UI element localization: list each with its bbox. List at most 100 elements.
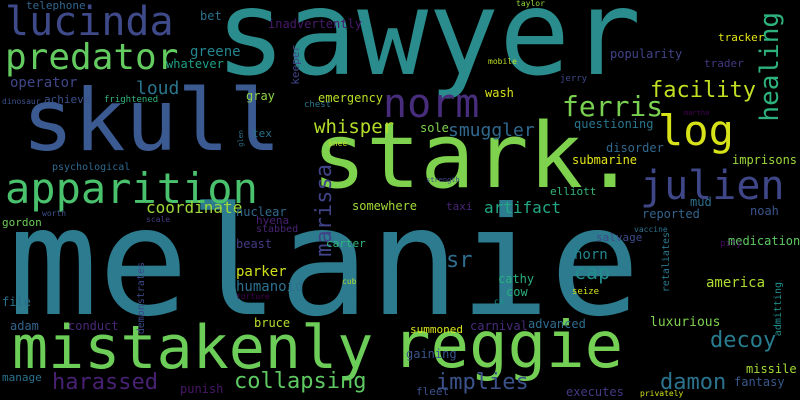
word-apparition: apparition — [5, 164, 258, 213]
word-cow: cow — [506, 285, 528, 299]
word-sawyer: sawyer — [215, 0, 642, 102]
word-whatever: whatever — [166, 57, 224, 71]
word-file: file — [2, 295, 31, 309]
word-cathy: cathy — [498, 272, 535, 286]
word-martha: martha — [684, 109, 710, 117]
word-wash: wash — [485, 86, 514, 100]
word-frightened: frightened — [104, 95, 159, 105]
word-psychological: psychological — [52, 162, 131, 173]
word-knee: knee — [328, 139, 348, 148]
word-medication: medication — [728, 234, 800, 248]
word-popularity: popularity — [610, 47, 683, 61]
word-damon: damon — [660, 370, 727, 395]
word-questioning: questioning — [574, 117, 654, 131]
word-somewhere: somewhere — [352, 199, 418, 213]
word-tracker: tracker — [718, 31, 765, 44]
word-mobile: mobile — [488, 57, 517, 66]
word-manage: manage — [2, 371, 42, 384]
word-summoned: summoned — [410, 323, 463, 336]
word-lucinda: lucinda — [5, 0, 174, 45]
word-hyena: hyena — [256, 214, 290, 227]
word-cap: cap — [574, 260, 611, 284]
word-gaining: gaining — [406, 347, 457, 361]
word-strength: strength — [426, 176, 460, 184]
word-america: america — [706, 275, 766, 291]
word-disorder: disorder — [606, 141, 664, 155]
word-demonstrates: demonstrates — [136, 262, 147, 335]
word-skull: skull — [22, 71, 281, 171]
word-punish: punish — [180, 382, 224, 396]
word-keeper: keeper — [289, 45, 302, 85]
word-submarine: submarine — [572, 153, 638, 167]
word-horn: horn — [574, 247, 608, 263]
word-carter: carter — [326, 237, 366, 250]
word-emergency: emergency — [318, 91, 384, 105]
word-melanie: melanie — [8, 176, 641, 350]
word-pity: pity — [720, 239, 742, 249]
word-gray: gray — [246, 89, 275, 103]
word-adam: adam — [10, 319, 39, 333]
word-elliott: elliott — [550, 185, 597, 198]
word-taxi: taxi — [446, 200, 473, 213]
word-achieve: achieve — [44, 93, 91, 106]
word-coordinate: coordinate — [146, 198, 243, 217]
word-retaliates: retaliates — [661, 232, 672, 293]
word-ferris: ferris — [562, 90, 664, 123]
word-torture: torture — [236, 292, 270, 301]
word-operator: operator — [10, 75, 78, 91]
word-stabbed: stabbed — [256, 224, 299, 235]
word-noah: noah — [750, 204, 779, 218]
word-collapsing: collapsing — [234, 369, 367, 394]
word-julien: julien — [640, 163, 785, 209]
word-salvage: salvage — [596, 231, 643, 244]
word-worth: worth — [42, 209, 67, 218]
word-smuggler: smuggler — [448, 120, 535, 141]
word-norm: norm — [383, 81, 480, 127]
word-glen: glen — [237, 130, 245, 147]
word-advanced: advanced — [528, 317, 586, 331]
word-nuclear: nuclear — [236, 205, 287, 219]
word-harassed: harassed — [52, 370, 158, 395]
word-mud: mud — [690, 195, 712, 209]
word-carnival: carnival — [470, 319, 528, 333]
word-greene: greene — [190, 44, 241, 60]
word-executes: executes — [566, 385, 624, 399]
word-log: log — [658, 106, 734, 155]
word-luxurious: luxurious — [650, 315, 721, 330]
word-telephone: telephone — [26, 0, 86, 12]
word-whisper: whisper — [314, 116, 395, 138]
word-mistakenly: mistakenly — [12, 313, 374, 383]
word-healing: healing — [755, 12, 785, 122]
word-scale: scale — [146, 215, 171, 224]
word-jerry: jerry — [560, 74, 588, 84]
word-sole: sole — [420, 121, 449, 135]
word-reported: reported — [642, 207, 700, 221]
word-humanoid: humanoid — [236, 279, 304, 295]
word-sr: sr — [446, 248, 473, 273]
word-implies: implies — [436, 370, 529, 395]
word-chest: chest — [304, 100, 332, 110]
word-bruce: bruce — [254, 316, 291, 330]
word-gordon: gordon — [2, 216, 42, 229]
word-loud: loud — [136, 78, 180, 99]
word-parker: parker — [236, 264, 287, 280]
word-vaccine: vaccine — [634, 225, 668, 234]
word-ca: ca — [494, 297, 504, 306]
word-inadvertently: inadvertently — [268, 17, 362, 31]
word-admitting: admitting — [773, 282, 784, 337]
word-facility: facility — [650, 78, 756, 103]
word-cub: cub — [342, 277, 357, 286]
word-decoy: decoy — [710, 328, 777, 353]
word-fleet: fleet — [416, 385, 450, 398]
word-conduct: conduct — [68, 319, 119, 333]
word-stark: stark. — [312, 104, 638, 209]
word-tex: tex — [252, 127, 272, 140]
word-beast: beast — [236, 237, 273, 251]
word-privately: privately — [640, 389, 684, 398]
word-imprisons: imprisons — [732, 153, 798, 167]
word-seize: seize — [572, 287, 600, 297]
word-trader: trader — [704, 57, 744, 70]
word-missile: missile — [746, 362, 797, 376]
word-artifact: artifact — [484, 198, 562, 217]
